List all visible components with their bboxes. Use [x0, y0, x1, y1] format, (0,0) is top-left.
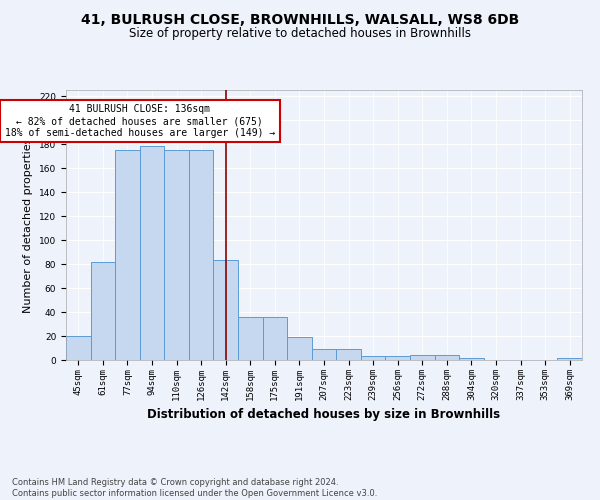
- Text: 41 BULRUSH CLOSE: 136sqm
← 82% of detached houses are smaller (675)
18% of semi-: 41 BULRUSH CLOSE: 136sqm ← 82% of detach…: [5, 104, 275, 138]
- Bar: [214, 260, 238, 360]
- Text: 41, BULRUSH CLOSE, BROWNHILLS, WALSALL, WS8 6DB: 41, BULRUSH CLOSE, BROWNHILLS, WALSALL, …: [81, 12, 519, 26]
- Y-axis label: Number of detached properties: Number of detached properties: [23, 138, 34, 312]
- X-axis label: Distribution of detached houses by size in Brownhills: Distribution of detached houses by size …: [148, 408, 500, 421]
- Bar: [336, 349, 361, 360]
- Bar: [115, 150, 140, 360]
- Bar: [66, 336, 91, 360]
- Bar: [287, 337, 312, 360]
- Bar: [385, 356, 410, 360]
- Bar: [238, 317, 263, 360]
- Bar: [312, 349, 336, 360]
- Bar: [140, 146, 164, 360]
- Bar: [361, 356, 385, 360]
- Bar: [263, 317, 287, 360]
- Bar: [164, 150, 189, 360]
- Bar: [410, 355, 434, 360]
- Text: Size of property relative to detached houses in Brownhills: Size of property relative to detached ho…: [129, 28, 471, 40]
- Bar: [434, 355, 459, 360]
- Text: Contains HM Land Registry data © Crown copyright and database right 2024.
Contai: Contains HM Land Registry data © Crown c…: [12, 478, 377, 498]
- Bar: [189, 150, 214, 360]
- Bar: [557, 358, 582, 360]
- Bar: [91, 262, 115, 360]
- Bar: [459, 358, 484, 360]
